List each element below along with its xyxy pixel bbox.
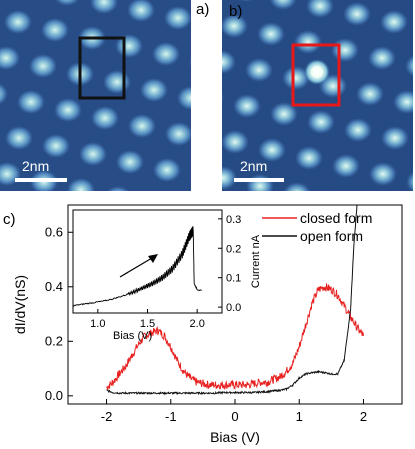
molecule-blob bbox=[393, 90, 413, 114]
molecule-blob bbox=[238, 0, 254, 2]
inset-x-tick-label: 1.5 bbox=[140, 318, 155, 330]
inset-y-tick-label: 0.2 bbox=[226, 243, 241, 255]
molecule-blob bbox=[222, 14, 248, 38]
panel-label-c: c) bbox=[3, 211, 16, 228]
y-tick-label: 0.4 bbox=[45, 279, 63, 294]
molecule-blob bbox=[270, 102, 298, 126]
stm-image-b bbox=[222, 0, 413, 191]
molecule-blob bbox=[222, 166, 237, 190]
x-tick-label: 1 bbox=[296, 409, 303, 424]
molecule-blob bbox=[328, 190, 340, 191]
molecule-blob bbox=[190, 173, 191, 183]
molecule-blob bbox=[222, 50, 236, 74]
scale-bar-a bbox=[15, 178, 67, 182]
y-tick-label: 0.6 bbox=[45, 224, 63, 239]
x-tick-label: 0 bbox=[231, 409, 238, 424]
molecule-blob bbox=[306, 0, 334, 18]
inset-y-tick-label: 0.1 bbox=[226, 273, 241, 285]
molecule-blob bbox=[369, 162, 397, 186]
inset-x-axis-label: Bias (V) bbox=[113, 330, 152, 342]
molecule-blob bbox=[282, 66, 310, 90]
inset-y-axis-label: Current nA bbox=[250, 234, 262, 288]
molecule-blob bbox=[343, 2, 371, 26]
molecule-blob bbox=[153, 158, 181, 182]
inset-current-line bbox=[72, 226, 202, 307]
molecule-blob bbox=[0, 83, 8, 105]
scale-text-b: 2nm bbox=[240, 158, 268, 174]
molecule-blob bbox=[54, 0, 80, 6]
molecule-blob bbox=[269, 0, 297, 10]
molecule-blob bbox=[152, 42, 180, 66]
inset-arrow-head bbox=[148, 254, 158, 263]
molecule-blob bbox=[165, 122, 191, 146]
molecule-blob bbox=[177, 86, 191, 110]
molecule-blob bbox=[41, 18, 69, 42]
scale-text-a: 2nm bbox=[22, 158, 50, 174]
molecule-blob bbox=[405, 55, 413, 77]
molecule-blob bbox=[406, 171, 413, 191]
highlight-box-b bbox=[291, 43, 341, 107]
inset-y-tick-label: 0.3 bbox=[226, 214, 241, 226]
molecule-blob bbox=[67, 178, 95, 191]
legend-label-open: open form bbox=[300, 228, 363, 244]
molecule-blob bbox=[344, 118, 372, 142]
molecule-blob bbox=[233, 94, 261, 118]
x-axis-label: Bias (V) bbox=[210, 429, 260, 445]
molecule-blob bbox=[115, 34, 143, 58]
molecule-blob bbox=[368, 46, 396, 70]
stm-image-a bbox=[0, 0, 191, 191]
inset-y-tick-label: 0.0 bbox=[226, 302, 241, 314]
inset-x-tick-label: 1.0 bbox=[90, 318, 105, 330]
open-form-line bbox=[106, 204, 358, 396]
molecule-blob bbox=[127, 0, 155, 22]
molecule-blob bbox=[245, 58, 273, 82]
molecule-blob bbox=[91, 106, 119, 130]
panel-label-b: b) bbox=[229, 3, 243, 20]
y-axis-label: dI/dV(nS) bbox=[12, 275, 28, 334]
molecule-blob bbox=[283, 182, 311, 191]
molecule-blob bbox=[381, 126, 409, 150]
legend-label-closed: closed form bbox=[300, 210, 372, 226]
closed-form-line bbox=[106, 283, 364, 391]
molecule-blob bbox=[29, 54, 57, 78]
inset-x-tick-label: 2.0 bbox=[190, 318, 205, 330]
molecule-blob bbox=[257, 22, 285, 46]
molecule-blob bbox=[54, 98, 82, 122]
molecule-blob bbox=[140, 78, 168, 102]
molecule-blob bbox=[294, 30, 322, 54]
molecule-blob bbox=[222, 130, 249, 154]
scale-bar-b bbox=[234, 178, 284, 182]
molecule-blob bbox=[128, 114, 156, 138]
x-tick-label: 2 bbox=[360, 409, 367, 424]
legend: closed form open form bbox=[262, 210, 372, 244]
molecule-blob bbox=[307, 110, 335, 134]
molecule-blob bbox=[4, 10, 32, 34]
y-tick-label: 0.2 bbox=[45, 333, 63, 348]
molecule-blob bbox=[42, 134, 70, 158]
x-tick-label: -2 bbox=[101, 409, 113, 424]
inset-arrow bbox=[119, 257, 153, 278]
molecule-blob bbox=[90, 0, 118, 14]
highlight-box-a bbox=[78, 36, 126, 100]
molecule-blob bbox=[189, 55, 191, 69]
molecule-blob bbox=[5, 126, 33, 150]
molecule-blob bbox=[116, 150, 144, 174]
molecule-blob bbox=[356, 82, 384, 106]
molecule-blob bbox=[17, 90, 45, 114]
x-tick-label: -1 bbox=[165, 409, 177, 424]
molecule-blob bbox=[0, 46, 20, 70]
molecule-blob bbox=[332, 154, 360, 178]
molecule-blob bbox=[164, 6, 191, 30]
molecule-blob bbox=[380, 10, 408, 34]
molecule-blob bbox=[295, 146, 323, 170]
panel-label-a: a) bbox=[196, 1, 210, 18]
molecule-blob bbox=[258, 138, 286, 162]
molecule-blob bbox=[79, 142, 107, 166]
molecule-blob bbox=[106, 186, 130, 191]
molecule-blob bbox=[222, 91, 224, 105]
inset-plot-frame bbox=[72, 209, 223, 314]
y-tick-label: 0.0 bbox=[45, 388, 63, 403]
